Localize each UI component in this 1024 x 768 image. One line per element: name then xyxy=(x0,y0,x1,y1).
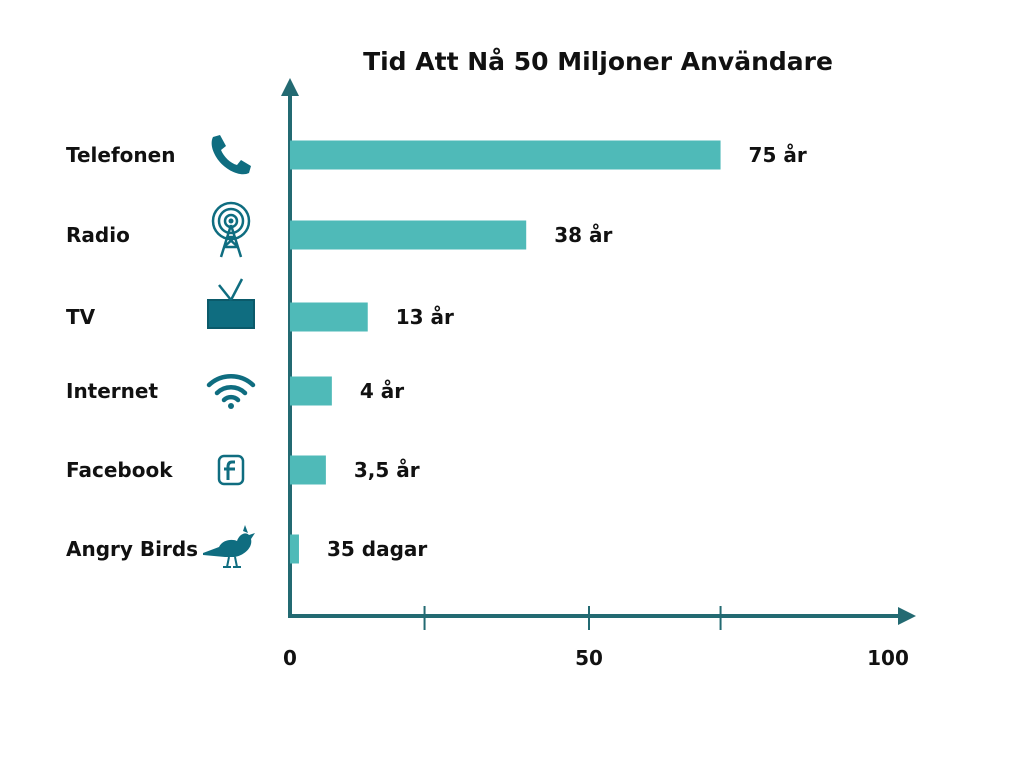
bar xyxy=(290,455,326,485)
category-icons xyxy=(203,135,256,568)
bar xyxy=(290,140,721,170)
value-label: 38 år xyxy=(554,223,612,247)
radio-tower-icon xyxy=(211,201,251,258)
value-label: 75 år xyxy=(749,143,807,167)
bars xyxy=(290,140,721,564)
category-label: Angry Birds xyxy=(66,537,198,561)
category-label: Telefonen xyxy=(66,143,175,167)
bar xyxy=(290,376,332,406)
facebook-icon xyxy=(217,454,245,486)
value-labels: 75 år 38 år 13 år 4 år 3,5 år 35 dagar xyxy=(327,143,807,561)
tv-icon xyxy=(207,278,255,329)
value-label: 13 år xyxy=(396,305,454,329)
category-label: Facebook xyxy=(66,458,173,482)
category-label: Radio xyxy=(66,223,130,247)
value-label: 3,5 år xyxy=(354,458,420,482)
category-label: Internet xyxy=(66,379,158,403)
x-tick-label: 0 xyxy=(283,646,297,670)
bar xyxy=(290,302,368,332)
category-label: TV xyxy=(66,305,96,329)
y-axis-arrow xyxy=(281,78,299,96)
wifi-icon xyxy=(206,374,256,409)
x-tick-label: 100 xyxy=(867,646,909,670)
category-labels: Telefonen Radio TV Internet Facebook Angry Bi… xyxy=(66,143,198,561)
bar xyxy=(290,534,299,564)
axes xyxy=(281,78,916,625)
x-tick-marks xyxy=(423,606,722,630)
phone-icon xyxy=(211,135,251,175)
x-tick-label: 50 xyxy=(575,646,603,670)
value-label: 4 år xyxy=(360,379,404,403)
value-label: 35 dagar xyxy=(327,537,427,561)
x-axis-arrow xyxy=(898,607,916,625)
bird-icon xyxy=(203,525,255,568)
chart-title: Tid Att Nå 50 Miljoner Användare xyxy=(363,47,833,76)
bar xyxy=(290,220,527,250)
x-tick-labels: 0 50 100 xyxy=(283,646,909,670)
